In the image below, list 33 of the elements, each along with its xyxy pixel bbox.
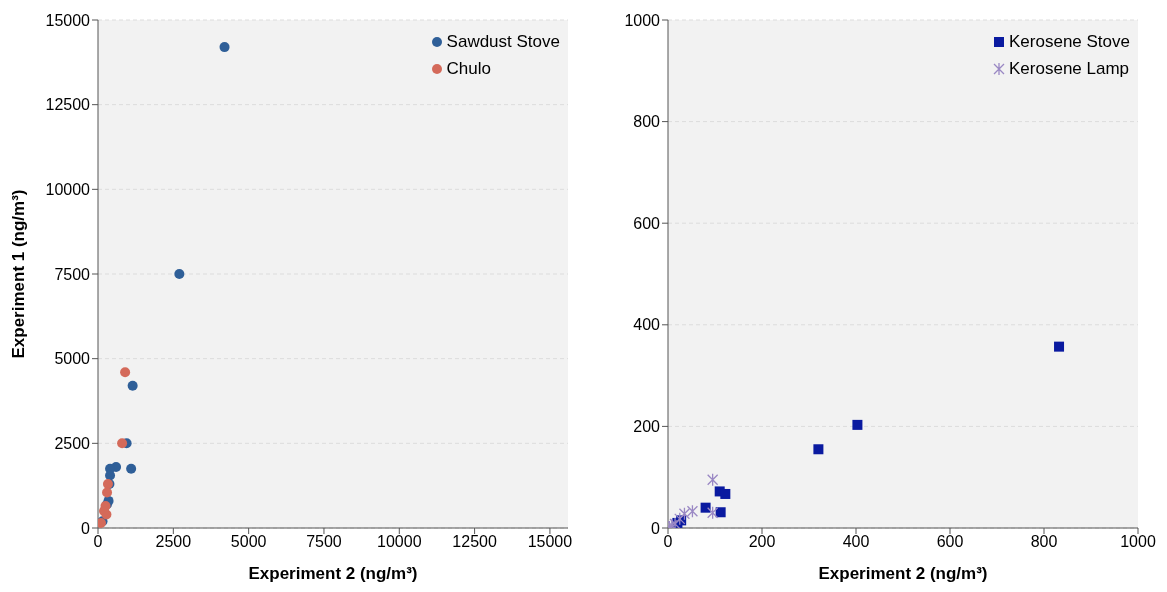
y-tick-label: 400: [633, 316, 661, 334]
x-tick-label: 7500: [306, 533, 342, 551]
x-tick-label: 5000: [230, 533, 267, 551]
legend-label: Chulo: [446, 58, 492, 80]
y-axis-title: Experiment 1 (ng/m³): [9, 189, 29, 359]
y-tick-label: 0: [651, 519, 661, 537]
x-tick-label: 1000: [1120, 533, 1156, 551]
y-tick-label: 2500: [54, 435, 91, 453]
x-tick-label: 12500: [452, 533, 497, 551]
y-tick-label: 200: [633, 418, 661, 436]
y-tick-label: 15000: [45, 11, 91, 29]
x-tick-label: 800: [1030, 533, 1058, 551]
legend-label: Kerosene Stove: [1009, 31, 1130, 53]
x-tick-label: 15000: [527, 533, 573, 551]
y-tick-label: 5000: [54, 350, 91, 368]
x-axis-title: Experiment 2 (ng/m³): [818, 564, 988, 583]
y-tick-label: 1000: [624, 11, 661, 29]
legend-label: Sawdust Stove: [446, 31, 560, 53]
x-tick-label: 10000: [377, 533, 422, 551]
x-tick-label: 600: [936, 533, 964, 551]
x-tick-label: 200: [748, 533, 776, 551]
y-tick-label: 600: [633, 214, 661, 232]
y-tick-label: 12500: [45, 96, 91, 114]
x-tick-label: 2500: [155, 533, 192, 551]
y-tick-label: 7500: [54, 265, 91, 283]
x-tick-label: 0: [663, 533, 673, 551]
y-tick-label: 10000: [45, 181, 91, 199]
legend-label: Kerosene Lamp: [1009, 58, 1130, 80]
x-axis-title: Experiment 2 (ng/m³): [248, 564, 418, 583]
x-tick-label: 400: [842, 533, 870, 551]
y-tick-label: 0: [81, 519, 91, 537]
y-tick-label: 800: [633, 113, 661, 131]
x-tick-label: 0: [93, 533, 103, 551]
